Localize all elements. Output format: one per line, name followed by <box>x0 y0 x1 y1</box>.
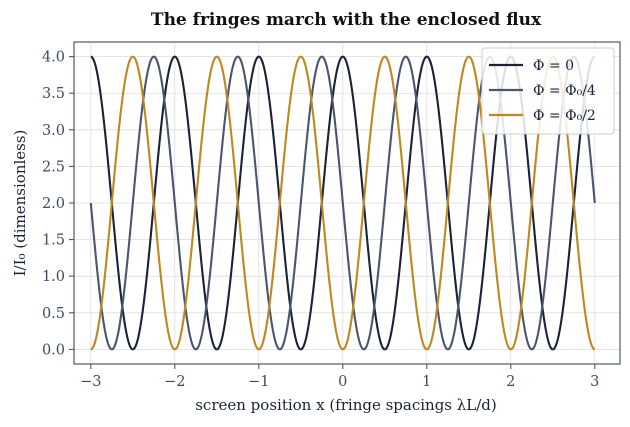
x-tick-label: 0 <box>338 374 347 390</box>
y-axis-ticks: 0.0 0.5 1.0 1.5 2.0 2.5 3.0 3.5 4.0 <box>42 50 74 358</box>
legend-label-0: Φ = 0 <box>533 58 574 74</box>
x-tick-label: −1 <box>248 374 269 390</box>
y-tick-label: 1.5 <box>42 233 65 249</box>
y-tick-label: 0.5 <box>42 306 65 322</box>
y-tick-label: 4.0 <box>42 50 65 66</box>
y-axis-label: I/I₀ (dimensionless) <box>11 130 29 277</box>
x-tick-label: −3 <box>80 374 101 390</box>
y-tick-label: 1.0 <box>42 269 65 285</box>
y-tick-label: 2.5 <box>42 159 65 175</box>
x-axis-label: screen position x (fringe spacings λL/d) <box>195 396 497 414</box>
y-tick-label: 3.0 <box>42 123 65 139</box>
series-line-2 <box>90 55 596 351</box>
legend-label-2: Φ = Φ₀/2 <box>533 108 596 124</box>
y-tick-label: 0.0 <box>42 342 65 358</box>
legend: Φ = 0 Φ = Φ₀/4 Φ = Φ₀/2 <box>481 47 615 135</box>
x-tick-label: 1 <box>422 374 431 390</box>
x-tick-label: 3 <box>590 374 599 390</box>
x-axis-ticks: −3 −2 −1 0 1 2 3 <box>80 364 599 390</box>
chart-title: The fringes march with the enclosed flux <box>151 10 542 30</box>
legend-label-1: Φ = Φ₀/4 <box>533 83 596 99</box>
x-tick-label: −2 <box>164 374 185 390</box>
series-line-1 <box>89 55 596 351</box>
y-tick-label: 3.5 <box>42 86 65 102</box>
y-tick-label: 2.0 <box>42 196 65 212</box>
legend-box <box>481 47 615 135</box>
x-tick-label: 2 <box>506 374 515 390</box>
